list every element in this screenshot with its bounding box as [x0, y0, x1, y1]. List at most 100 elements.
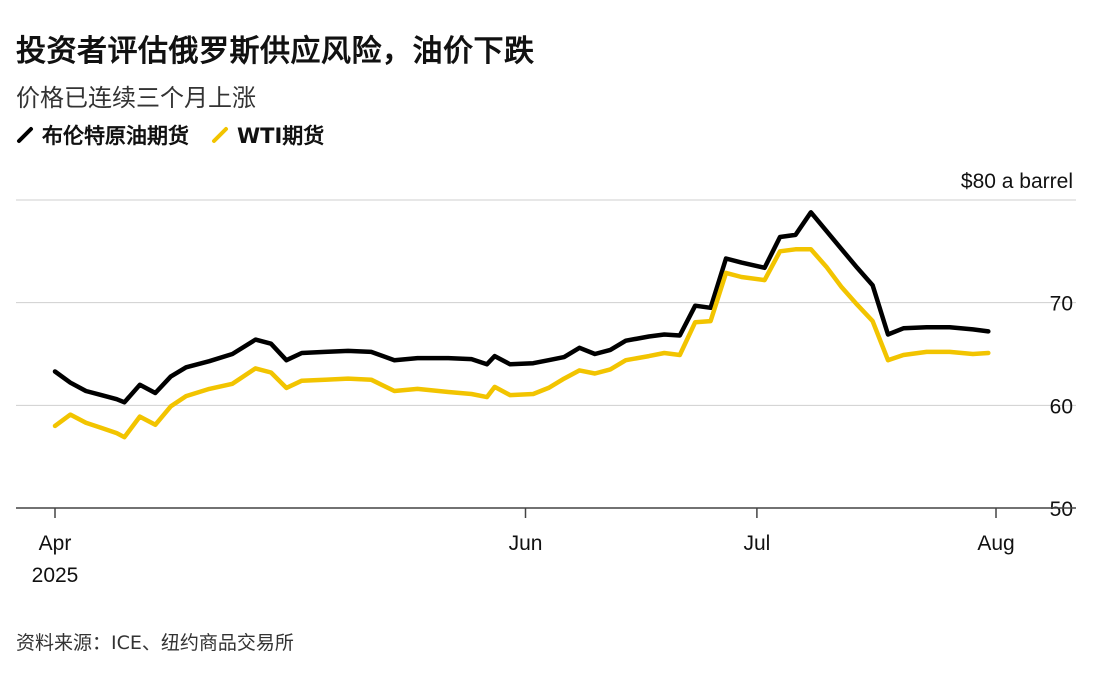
data-point-wti-48	[887, 359, 890, 362]
legend-swatch-wti	[212, 127, 228, 143]
data-point-brent-1	[69, 381, 72, 384]
data-point-wti-37	[709, 320, 712, 323]
data-point-brent-41	[779, 236, 782, 239]
data-point-wti-34	[663, 352, 666, 355]
legend-label-brent: 布伦特原油期货	[42, 124, 189, 148]
legend-label-wti: WTI期货	[237, 124, 325, 148]
data-point-wti-13	[270, 371, 273, 374]
data-point-wti-36	[694, 321, 697, 324]
data-point-brent-24	[493, 355, 496, 358]
series-line-wti	[52, 247, 991, 440]
data-point-brent-5	[123, 401, 126, 404]
data-point-brent-40	[763, 266, 766, 269]
data-point-brent-14	[285, 359, 288, 362]
data-point-brent-38	[725, 257, 728, 260]
ytick-label-50: 50	[1050, 498, 1073, 521]
data-point-brent-29	[578, 346, 581, 349]
data-point-wti-7	[154, 423, 157, 426]
data-point-brent-42	[794, 233, 797, 236]
data-point-wti-9	[185, 395, 188, 398]
data-point-brent-39	[740, 261, 743, 264]
data-point-brent-25	[509, 363, 512, 366]
data-point-brent-45	[840, 248, 843, 251]
data-point-wti-51	[948, 350, 951, 353]
series-line-brent	[52, 210, 991, 405]
data-point-wti-53	[987, 352, 990, 355]
data-point-brent-53	[987, 330, 990, 333]
data-point-wti-23	[485, 396, 488, 399]
data-point-brent-35	[678, 334, 681, 337]
data-point-brent-36	[694, 304, 697, 307]
data-point-wti-15	[300, 379, 303, 382]
page-title: 投资者评估俄罗斯供应风险，油价下跌	[16, 34, 535, 69]
data-point-brent-18	[370, 350, 373, 353]
data-point-brent-4	[115, 398, 118, 401]
data-point-wti-1	[69, 413, 72, 416]
data-point-wti-25	[509, 394, 512, 397]
data-point-wti-19	[393, 390, 396, 393]
data-point-wti-33	[647, 355, 650, 358]
data-point-brent-27	[547, 359, 550, 362]
chart-area: 50 60 70 $80 a barrel Apr 2025 Jun Jul Aug	[16, 170, 1076, 587]
ytick-label-70: 70	[1050, 293, 1073, 316]
data-point-wti-21	[447, 391, 450, 394]
data-point-wti-0	[54, 424, 57, 427]
data-point-wti-18	[370, 378, 373, 381]
xtick-label-Aug: Aug	[977, 532, 1014, 555]
data-point-brent-46	[856, 266, 859, 269]
ytick-label-60: 60	[1050, 395, 1073, 418]
legend-swatch-brent	[17, 127, 33, 143]
data-point-brent-32	[624, 339, 627, 342]
data-point-brent-33	[647, 335, 650, 338]
ytick-label-80: $80 a barrel	[961, 170, 1073, 193]
data-point-wti-17	[347, 377, 350, 380]
data-point-brent-6	[138, 383, 141, 386]
data-point-brent-34	[663, 333, 666, 336]
data-point-wti-27	[547, 386, 550, 389]
data-point-wti-8	[169, 405, 172, 408]
data-point-brent-22	[470, 358, 473, 361]
data-point-brent-17	[347, 349, 350, 352]
data-point-wti-11	[231, 382, 234, 385]
data-point-brent-12	[254, 338, 257, 341]
data-point-wti-20	[416, 387, 419, 390]
data-point-brent-23	[485, 363, 488, 366]
data-point-wti-40	[763, 279, 766, 282]
data-point-brent-37	[709, 306, 712, 309]
data-point-brent-19	[393, 359, 396, 362]
data-point-brent-0	[54, 370, 57, 373]
data-point-wti-50	[925, 350, 928, 353]
data-point-wti-42	[794, 248, 797, 251]
data-point-brent-50	[925, 326, 928, 329]
data-point-brent-13	[270, 342, 273, 345]
data-point-brent-26	[532, 362, 535, 365]
data-point-wti-30	[593, 372, 596, 375]
data-point-wti-52	[971, 353, 974, 356]
data-point-brent-21	[447, 357, 450, 360]
xtick-label-Jul: Jul	[743, 532, 770, 555]
data-point-wti-10	[208, 387, 211, 390]
data-point-brent-16	[324, 350, 327, 353]
data-point-brent-28	[563, 356, 566, 359]
data-point-wti-22	[470, 393, 473, 396]
data-point-brent-10	[208, 360, 211, 363]
data-point-wti-2	[84, 421, 87, 424]
data-point-wti-47	[871, 320, 874, 323]
data-point-wti-24	[493, 385, 496, 388]
data-point-wti-39	[740, 276, 743, 279]
data-point-brent-47	[871, 284, 874, 287]
data-point-brent-8	[169, 375, 172, 378]
data-point-brent-31	[609, 348, 612, 351]
data-point-wti-44	[825, 265, 828, 268]
data-point-wti-3	[100, 426, 103, 429]
data-point-brent-15	[300, 352, 303, 355]
page-subtitle: 价格已连续三个月上涨	[16, 84, 256, 112]
data-point-wti-43	[809, 248, 812, 251]
data-point-wti-49	[902, 354, 905, 357]
data-point-brent-51	[948, 326, 951, 329]
data-point-wti-4	[115, 432, 118, 435]
data-point-wti-5	[123, 436, 126, 439]
data-point-wti-14	[285, 386, 288, 389]
data-point-wti-32	[624, 359, 627, 362]
data-point-brent-2	[84, 390, 87, 393]
